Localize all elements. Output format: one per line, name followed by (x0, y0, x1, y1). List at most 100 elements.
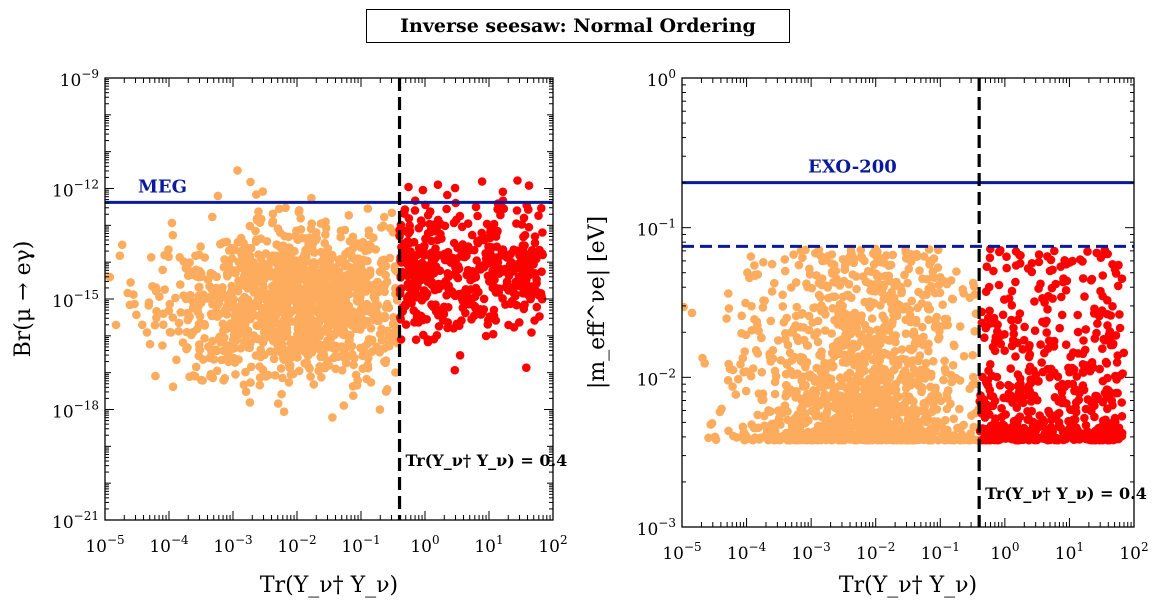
data-point (470, 292, 480, 302)
data-point (781, 392, 790, 401)
data-point (851, 395, 861, 404)
data-point (503, 250, 512, 260)
data-point (959, 351, 969, 361)
data-point (820, 379, 829, 389)
data-point (316, 345, 325, 354)
data-point (483, 320, 493, 329)
data-point (365, 269, 375, 279)
left-panel-br-mueg: MEG Tr(Y_ν† Y_ν) = 0.4 10−5 10−4 10−3 10−2 10−… (11, 67, 568, 598)
data-point (505, 285, 514, 295)
data-point (801, 418, 810, 428)
data-point (1036, 340, 1045, 349)
data-point (1103, 249, 1112, 259)
data-point (349, 360, 358, 370)
data-point (907, 296, 916, 306)
data-point (898, 427, 908, 437)
data-point (471, 202, 481, 212)
data-point (982, 262, 992, 272)
data-point (998, 310, 1008, 320)
x-tick-label: 10−1 (921, 540, 960, 564)
data-point (443, 190, 452, 200)
data-point (433, 251, 443, 260)
data-point (246, 378, 255, 387)
x-tick-label: 100 (410, 533, 439, 557)
data-point (296, 214, 306, 223)
data-point (969, 372, 978, 382)
data-point (328, 413, 337, 422)
data-point (757, 395, 767, 405)
data-point (753, 410, 762, 420)
data-point (427, 300, 436, 309)
data-point (948, 361, 958, 370)
data-point (158, 341, 167, 350)
data-point (427, 280, 437, 290)
data-point (401, 301, 410, 311)
data-point (418, 185, 428, 195)
data-point (1081, 325, 1091, 334)
data-point (522, 363, 531, 373)
data-point (890, 281, 899, 291)
data-point (343, 316, 352, 326)
data-point (470, 302, 480, 311)
data-point (380, 313, 390, 323)
data-point (265, 319, 275, 329)
data-point (166, 328, 176, 337)
data-point (990, 417, 1000, 427)
data-point (1094, 394, 1103, 404)
data-point (731, 390, 741, 399)
data-point (409, 306, 419, 315)
data-point (454, 289, 464, 299)
data-point (421, 234, 430, 244)
data-point (228, 294, 237, 303)
data-point (780, 255, 790, 264)
data-point (434, 322, 444, 331)
data-point (245, 221, 255, 231)
data-point (1030, 326, 1040, 336)
data-point (363, 350, 373, 359)
data-point (869, 355, 879, 365)
data-point (195, 312, 205, 321)
data-point (837, 335, 847, 345)
data-point (922, 275, 932, 284)
data-point (759, 296, 768, 305)
data-point (1025, 341, 1034, 350)
data-point (319, 255, 329, 265)
data-point (1070, 415, 1080, 424)
data-point (1087, 398, 1096, 408)
limit-label: MEG (138, 176, 187, 197)
data-point (1053, 372, 1063, 382)
data-point (1099, 424, 1108, 434)
data-point (337, 287, 347, 297)
data-point (1034, 250, 1044, 259)
data-point (314, 318, 324, 328)
data-point (342, 299, 351, 309)
data-point (1001, 410, 1010, 419)
x-tick-label: 102 (1119, 540, 1148, 564)
data-point (496, 210, 505, 220)
data-point (269, 354, 279, 364)
data-point (142, 328, 152, 337)
data-point (317, 373, 326, 382)
data-point (827, 329, 836, 338)
data-point (920, 374, 930, 383)
data-point (1009, 323, 1018, 333)
data-point (1075, 389, 1084, 398)
data-point (258, 365, 268, 375)
data-point (316, 219, 326, 228)
data-point (493, 258, 503, 267)
data-point (532, 279, 541, 288)
data-point (918, 290, 928, 300)
data-point (375, 405, 385, 414)
data-point (305, 311, 314, 321)
data-point (1007, 315, 1016, 325)
data-point (196, 242, 205, 251)
data-point (904, 264, 914, 274)
data-point (485, 252, 494, 262)
data-point (1092, 248, 1101, 258)
data-point (200, 321, 210, 330)
data-point (926, 284, 935, 293)
data-point (1011, 261, 1021, 270)
data-point (499, 204, 509, 213)
data-point (748, 364, 758, 373)
data-point (351, 320, 360, 329)
